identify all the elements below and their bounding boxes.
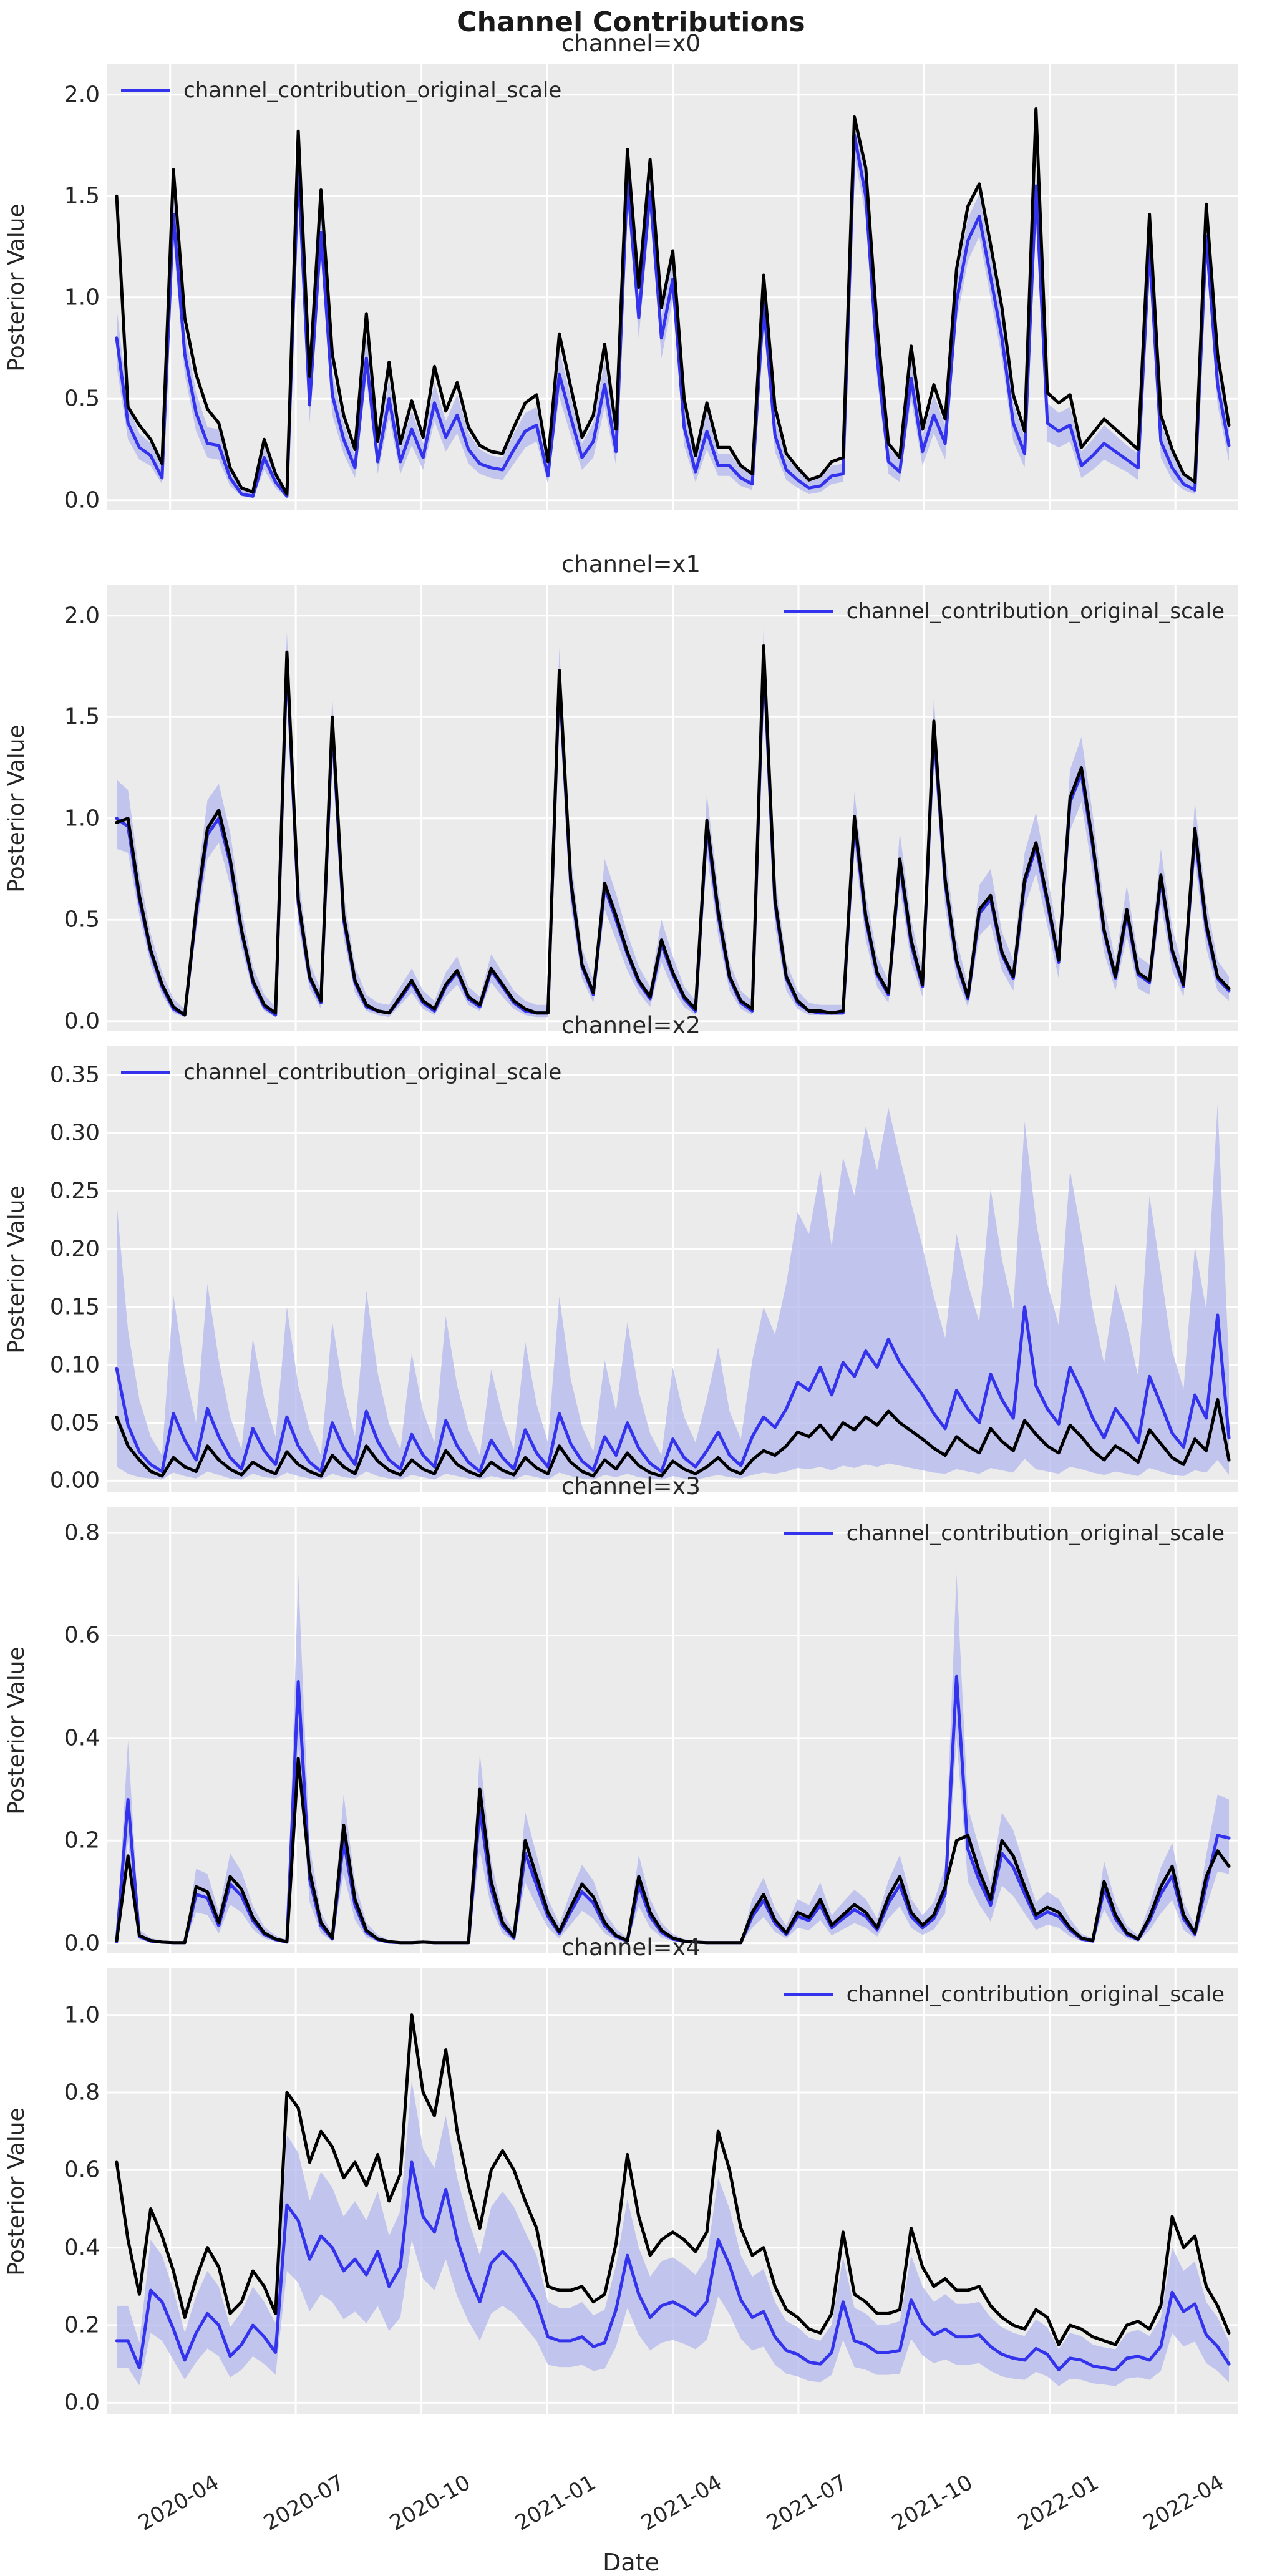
y-axis-label: Posterior Value xyxy=(4,203,29,372)
x-axis-label: Date xyxy=(603,2549,659,2576)
y-axis-label: Posterior Value xyxy=(4,2107,29,2276)
legend-label: channel_contribution_original_scale xyxy=(183,1060,562,1085)
legend-label: channel_contribution_original_scale xyxy=(846,1521,1225,1546)
y-tick-label: 0.35 xyxy=(49,1062,100,1088)
y-axis-ticks: 0.0 0.5 1.0 1.5 2.0 xyxy=(0,585,100,1034)
legend-label: channel_contribution_original_scale xyxy=(183,78,562,103)
y-tick-label: 2.0 xyxy=(64,82,100,108)
legend[interactable]: channel_contribution_original_scale xyxy=(121,1060,561,1085)
panel-title: channel=x4 xyxy=(561,1934,701,1961)
y-axis-ticks: 0.00 0.05 0.10 0.15 0.20 0.25 0.30 0.35 xyxy=(0,1046,100,1494)
legend[interactable]: channel_contribution_original_scale xyxy=(121,78,561,103)
y-tick-label: 1.5 xyxy=(64,704,100,730)
y-tick-label: 0.5 xyxy=(64,906,100,933)
y-tick-label: 0.15 xyxy=(49,1294,100,1320)
x-tick-label: 2020-10 xyxy=(385,2470,475,2536)
y-tick-label: 2.0 xyxy=(64,603,100,629)
y-tick-label: 0.00 xyxy=(49,1467,100,1494)
channel-contributions-figure: Channel Contributions channel=x0 0.0 0.5 1.… xyxy=(0,6,1262,2576)
y-tick-label: 0.30 xyxy=(49,1120,100,1146)
panel-channel-x0: channel=x0 0.0 0.5 1.0 1.5 2.0 Posterior Value… xyxy=(0,30,1262,513)
plot-area xyxy=(107,1507,1238,1953)
y-tick-label: 0.6 xyxy=(64,2157,100,2183)
legend[interactable]: channel_contribution_original_scale xyxy=(784,1521,1225,1546)
x-tick-label: 2022-01 xyxy=(1013,2470,1103,2536)
y-tick-label: 0.8 xyxy=(64,2079,100,2106)
y-axis-ticks: 0.0 0.2 0.4 0.6 0.8 1.0 xyxy=(0,1968,100,2416)
panel-channel-x3: channel=x3 0.0 0.2 0.4 0.6 0.8 Posterior Value… xyxy=(0,1473,1262,1956)
panel-title: channel=x0 xyxy=(561,30,701,57)
figure-title: Channel Contributions xyxy=(457,6,805,38)
x-tick-label: 2022-04 xyxy=(1139,2470,1229,2536)
y-tick-label: 0.8 xyxy=(64,1520,100,1546)
y-tick-label: 1.0 xyxy=(64,284,100,311)
y-tick-label: 0.5 xyxy=(64,386,100,412)
y-tick-label: 1.5 xyxy=(64,183,100,209)
legend-label: channel_contribution_original_scale xyxy=(846,1982,1225,2007)
panel-channel-x1: channel=x1 0.0 0.5 1.0 1.5 2.0 Posterior Value… xyxy=(0,551,1262,1034)
legend-line-swatch xyxy=(784,1532,833,1535)
y-axis-label: Posterior Value xyxy=(4,1185,29,1354)
y-axis-ticks: 0.0 0.5 1.0 1.5 2.0 xyxy=(0,64,100,513)
panel-channel-x2: channel=x2 0.00 0.05 0.10 0.15 0.20 0.25 0.30 0.… xyxy=(0,1012,1262,1494)
panel-channel-x4: channel=x4 0.0 0.2 0.4 0.6 0.8 1.0 Posterior Va… xyxy=(0,1934,1262,2416)
legend[interactable]: channel_contribution_original_scale xyxy=(784,599,1225,624)
y-axis-ticks: 0.0 0.2 0.4 0.6 0.8 xyxy=(0,1507,100,1956)
y-tick-label: 0.0 xyxy=(64,1930,100,1956)
legend-line-swatch xyxy=(784,1993,833,1996)
legend[interactable]: channel_contribution_original_scale xyxy=(784,1982,1225,2007)
x-tick-label: 2021-04 xyxy=(636,2470,726,2536)
plot-area xyxy=(107,1046,1238,1492)
y-tick-label: 1.0 xyxy=(64,805,100,832)
y-tick-label: 0.4 xyxy=(64,1725,100,1751)
x-tick-label: 2020-04 xyxy=(133,2470,223,2536)
y-tick-label: 1.0 xyxy=(64,2002,100,2028)
y-tick-label: 0.0 xyxy=(64,2389,100,2416)
panel-title: channel=x2 xyxy=(561,1012,701,1039)
y-tick-label: 0.25 xyxy=(49,1178,100,1204)
legend-line-swatch xyxy=(121,89,170,92)
y-tick-label: 0.6 xyxy=(64,1622,100,1648)
plot-area xyxy=(107,1968,1238,2414)
legend-line-swatch xyxy=(784,610,833,613)
x-tick-label: 2021-10 xyxy=(888,2470,978,2536)
y-tick-label: 0.2 xyxy=(64,1827,100,1854)
y-axis-label: Posterior Value xyxy=(4,724,29,893)
x-tick-label: 2021-01 xyxy=(511,2470,601,2536)
plot-area xyxy=(107,585,1238,1031)
y-axis-label: Posterior Value xyxy=(4,1646,29,1815)
legend-label: channel_contribution_original_scale xyxy=(846,599,1225,624)
y-tick-label: 0.10 xyxy=(49,1352,100,1378)
y-tick-label: 0.2 xyxy=(64,2312,100,2338)
plot-area xyxy=(107,64,1238,510)
panel-title: channel=x1 xyxy=(561,551,701,578)
y-tick-label: 0.0 xyxy=(64,1008,100,1034)
y-tick-label: 0.4 xyxy=(64,2235,100,2261)
x-tick-label: 2021-07 xyxy=(762,2470,852,2536)
y-tick-label: 0.0 xyxy=(64,487,100,513)
x-tick-label: 2020-07 xyxy=(260,2470,349,2536)
y-tick-label: 0.20 xyxy=(49,1236,100,1262)
y-tick-label: 0.05 xyxy=(49,1410,100,1436)
legend-line-swatch xyxy=(121,1071,170,1074)
x-axis: 2020-04 2020-07 2020-10 2021-01 2021-04 2021-… xyxy=(107,2426,1238,2544)
panel-title: channel=x3 xyxy=(561,1473,701,1500)
